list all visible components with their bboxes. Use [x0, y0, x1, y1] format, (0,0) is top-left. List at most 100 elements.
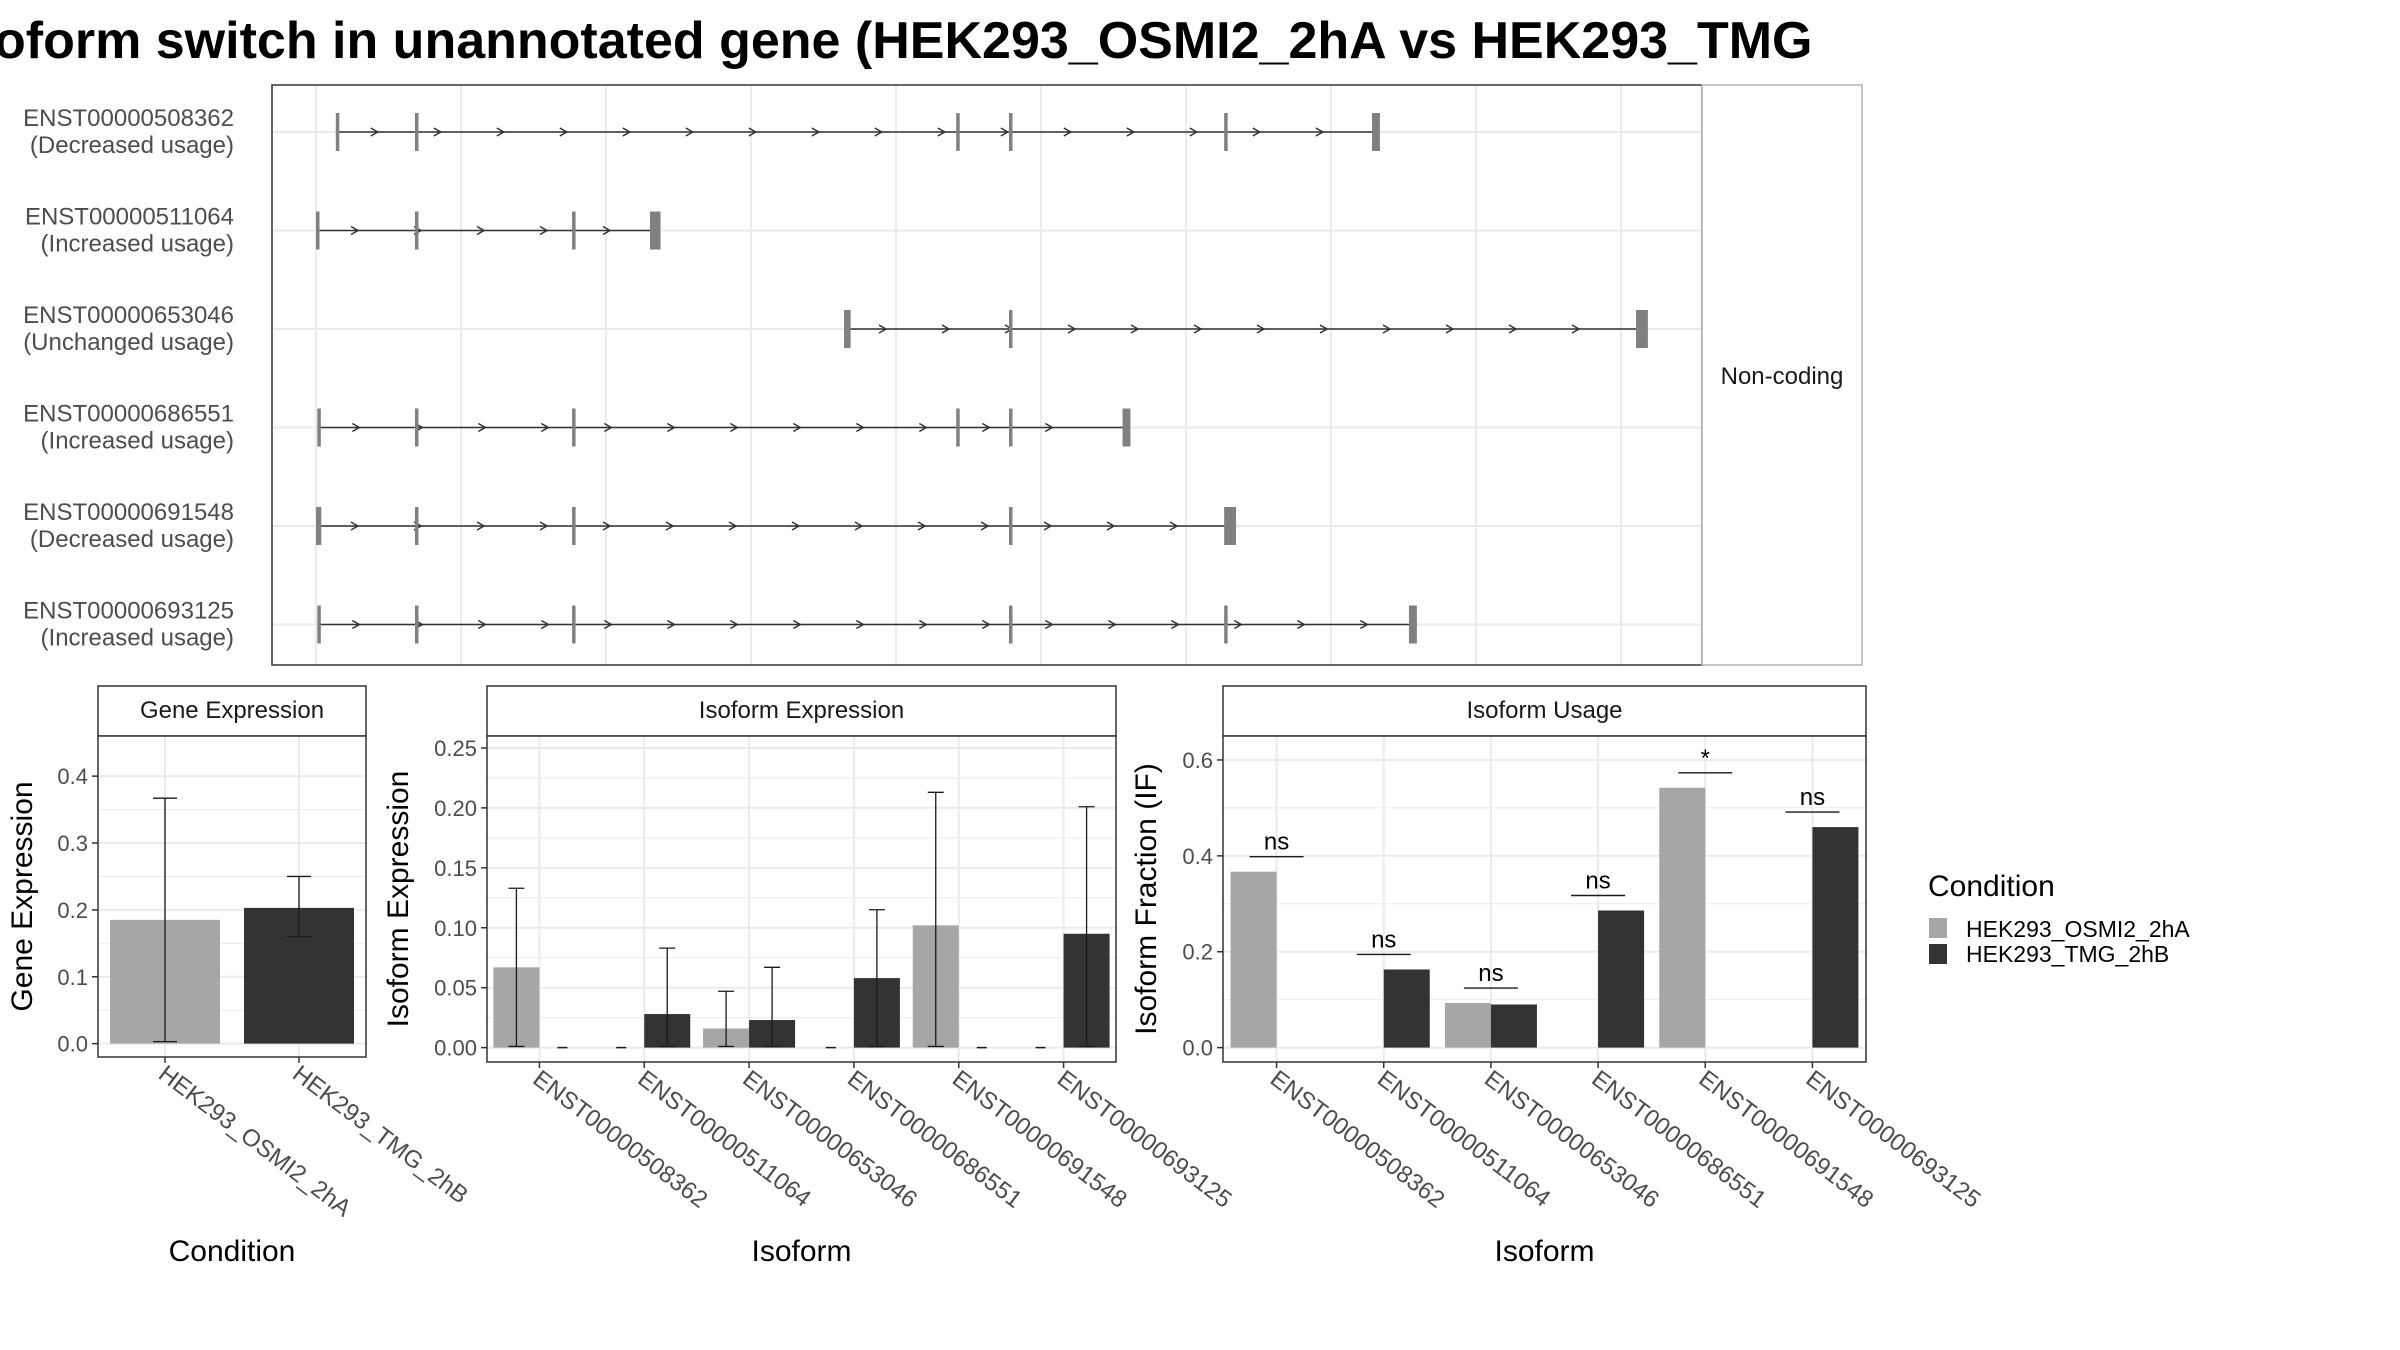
direction-arrow: [874, 127, 884, 137]
exon: [1224, 113, 1228, 151]
exon: [1009, 310, 1013, 348]
plot-area: [1223, 736, 1866, 1062]
direction-arrow: [602, 225, 612, 236]
panel-strip-label: Isoform Usage: [1466, 697, 1622, 724]
transcript-id-label: ENST00000653046: [23, 302, 234, 329]
direction-arrow: [918, 422, 928, 433]
direction-arrow: [1319, 324, 1329, 334]
direction-arrow: [917, 521, 927, 531]
x-axis-title: Isoform: [1494, 1235, 1594, 1268]
direction-arrow: [1044, 422, 1054, 433]
exon: [317, 408, 321, 447]
panel-strip: [1222, 685, 1867, 737]
direction-arrow: [351, 422, 361, 433]
direction-arrow: [1169, 521, 1179, 531]
gene-expression-panel: Gene Expression0.00.10.20.30.4HEK293_OSM…: [6, 685, 473, 1268]
direction-arrow: [1063, 127, 1073, 137]
direction-arrow: [1508, 324, 1518, 334]
panel-border: [486, 735, 1117, 1063]
legend-title: Condition: [1928, 870, 2055, 903]
direction-arrow: [350, 521, 360, 531]
direction-arrow: [1000, 127, 1010, 137]
x-axis-title: Isoform: [751, 1235, 851, 1268]
direction-arrow: [1359, 619, 1369, 630]
exon: [1224, 507, 1237, 545]
exon: [1009, 408, 1013, 447]
direction-arrow: [540, 619, 550, 630]
y-tick-label: 0.15: [434, 856, 477, 881]
y-tick-label: 0.4: [1182, 844, 1213, 869]
exon: [317, 605, 321, 644]
y-tick-label: 0.0: [1182, 1036, 1213, 1061]
direction-arrow: [603, 422, 613, 433]
direction-arrow: [728, 521, 738, 531]
direction-arrow: [1296, 619, 1306, 630]
exon: [415, 605, 419, 644]
direction-arrow: [981, 422, 991, 433]
legend-label-tmg: HEK293_TMG_2hB: [1966, 941, 2169, 967]
transcript-usage-label: (Increased usage): [41, 231, 234, 258]
direction-arrow: [918, 619, 928, 630]
x-tick-label: ENST00000653046: [1479, 1065, 1664, 1213]
structure-strip: [1701, 84, 1863, 666]
x-tick-label: ENST00000686551: [842, 1065, 1027, 1213]
transcript-usage-label: (Decreased usage): [30, 526, 234, 553]
x-tick-label: ENST00000691548: [1694, 1065, 1879, 1213]
panel-border: [1222, 735, 1867, 1063]
x-tick-label: ENST00000508362: [528, 1065, 713, 1213]
transcript-id-label: ENST00000511064: [25, 204, 234, 231]
direction-arrow: [476, 225, 486, 236]
x-tick-label: ENST00000693125: [1801, 1065, 1986, 1213]
y-tick-label: 0.00: [434, 1036, 477, 1061]
direction-arrow: [1106, 521, 1116, 531]
bar: [1659, 787, 1706, 1048]
structure-strip-label: Non-coding: [1721, 363, 1844, 390]
y-axis-title: Gene Expression: [6, 781, 39, 1011]
direction-arrow: [1130, 324, 1140, 334]
direction-arrow: [496, 127, 506, 137]
exon: [572, 211, 576, 250]
significance-label: ns: [1800, 784, 1825, 811]
direction-arrow: [370, 127, 380, 137]
direction-arrow: [748, 127, 758, 137]
transcript-id-label: ENST00000693125: [23, 598, 234, 625]
x-tick-label: ENST00000693125: [1052, 1065, 1237, 1213]
direction-arrow: [854, 521, 864, 531]
y-tick-label: 0.4: [57, 764, 88, 789]
bar: [1490, 1004, 1537, 1048]
y-tick-label: 0.1: [57, 965, 88, 990]
x-tick-label: ENST00000508362: [1265, 1065, 1450, 1213]
direction-arrow: [792, 619, 802, 630]
direction-arrow: [1067, 324, 1077, 334]
direction-arrow: [1571, 324, 1581, 334]
figure-title: oform switch in unannotated gene (HEK293…: [0, 12, 1812, 70]
x-tick-label: ENST00000511064: [1372, 1065, 1555, 1212]
direction-arrow: [980, 521, 990, 531]
x-tick-label: ENST00000691548: [947, 1065, 1132, 1213]
y-tick-label: 0.2: [57, 898, 88, 923]
exon: [572, 605, 576, 644]
direction-arrow: [666, 422, 676, 433]
transcript-id-label: ENST00000508362: [23, 105, 234, 132]
exon: [956, 113, 960, 151]
exon: [572, 507, 576, 545]
direction-arrow: [1315, 127, 1325, 137]
direction-arrow: [1043, 521, 1053, 531]
transcript-usage-label: (Unchanged usage): [23, 329, 234, 356]
direction-arrow: [1445, 324, 1455, 334]
exon: [415, 113, 419, 151]
exon: [956, 408, 960, 447]
exon: [844, 310, 851, 348]
transcript-usage-label: (Increased usage): [41, 428, 234, 455]
isoform-usage-panel: Isoform Usage ns ns ns ns * ns 0.0 0.2 0.4 0.6 ENST…: [1130, 685, 1986, 1268]
y-axis-title: Isoform Expression: [382, 771, 415, 1028]
transcript-usage-label: (Decreased usage): [30, 132, 234, 159]
direction-arrow: [878, 324, 888, 334]
exon: [1636, 310, 1648, 348]
direction-arrow: [792, 422, 802, 433]
exon: [572, 408, 576, 447]
direction-arrow: [729, 619, 739, 630]
panel-strip: [486, 685, 1117, 737]
